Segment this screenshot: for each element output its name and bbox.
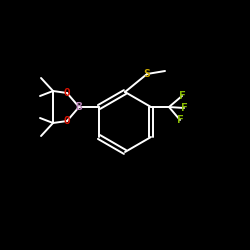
Text: O: O xyxy=(64,88,70,98)
Text: O: O xyxy=(64,116,70,126)
Text: F: F xyxy=(176,115,183,125)
Text: B: B xyxy=(76,102,82,112)
Text: F: F xyxy=(178,91,185,101)
Text: F: F xyxy=(180,103,187,113)
Text: S: S xyxy=(144,69,150,79)
